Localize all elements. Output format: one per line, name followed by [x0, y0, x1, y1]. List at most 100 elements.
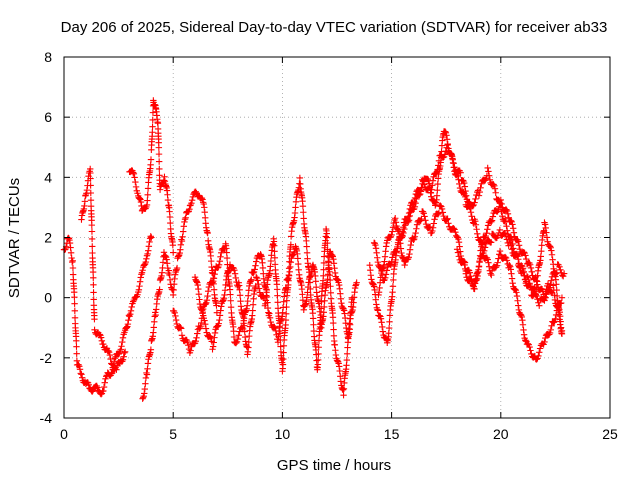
data-point-marker — [235, 332, 242, 339]
data-point-marker — [271, 248, 278, 255]
data-point-marker — [454, 249, 462, 256]
data-point-marker — [434, 180, 441, 188]
data-point-marker — [241, 328, 248, 335]
data-point-marker — [536, 302, 543, 309]
data-point-marker — [492, 264, 500, 271]
data-point-marker — [473, 275, 481, 283]
data-point-marker — [142, 205, 149, 212]
data-point-marker — [527, 347, 534, 354]
data-point-marker — [509, 280, 516, 287]
data-point-marker — [250, 269, 257, 277]
data-point-marker — [292, 204, 299, 211]
data-point-marker — [462, 187, 469, 195]
data-point-marker — [444, 140, 451, 148]
data-point-marker — [546, 329, 554, 337]
data-point-marker — [536, 345, 544, 352]
data-point-marker — [118, 343, 125, 350]
data-point-marker — [198, 194, 206, 202]
data-point-marker — [316, 308, 324, 315]
data-point-marker — [502, 218, 510, 226]
data-point-marker — [416, 191, 423, 199]
data-point-marker — [498, 200, 505, 208]
data-point-marker — [533, 277, 540, 284]
data-point-marker — [267, 257, 275, 265]
data-point-marker — [303, 237, 310, 245]
data-point-marker — [159, 259, 167, 266]
data-point-marker — [392, 215, 399, 222]
data-point-marker — [300, 215, 307, 222]
data-point-marker — [201, 208, 208, 216]
data-point-marker — [330, 260, 338, 267]
data-point-marker — [216, 312, 224, 319]
data-point-marker — [170, 249, 177, 256]
data-point-marker — [560, 270, 568, 277]
data-point-marker — [144, 365, 151, 373]
data-point-marker — [484, 164, 491, 172]
x-tick-label: 25 — [602, 426, 618, 442]
data-point-marker — [164, 196, 172, 204]
data-point-marker — [271, 242, 278, 249]
data-point-marker — [507, 242, 515, 249]
data-point-marker — [205, 283, 213, 291]
data-point-marker — [549, 256, 556, 263]
data-point-marker — [437, 202, 444, 209]
data-point-marker — [285, 265, 293, 272]
data-point-marker — [330, 319, 337, 327]
data-point-marker — [550, 319, 558, 326]
data-point-marker — [77, 370, 84, 377]
data-point-marker — [413, 225, 420, 232]
data-point-marker — [494, 259, 501, 266]
data-point-marker — [69, 264, 77, 272]
data-point-marker — [421, 213, 428, 220]
data-point-marker — [502, 232, 510, 240]
data-point-marker — [210, 275, 218, 282]
data-point-marker — [177, 241, 185, 249]
data-point-marker — [491, 185, 499, 192]
data-point-marker — [317, 305, 325, 312]
data-point-marker — [88, 228, 96, 235]
data-point-marker — [551, 292, 558, 299]
data-point-marker — [277, 343, 284, 350]
data-point-marker — [520, 331, 528, 338]
data-point-marker — [454, 234, 461, 241]
data-point-marker — [496, 247, 504, 255]
data-point-marker — [491, 182, 498, 189]
data-point-marker — [98, 337, 106, 345]
series-track-2 — [78, 165, 129, 374]
data-point-marker — [201, 317, 208, 324]
data-point-marker — [113, 366, 120, 373]
data-point-marker — [442, 128, 449, 135]
data-point-marker — [314, 356, 322, 364]
data-point-marker — [516, 245, 524, 253]
data-point-marker — [472, 218, 479, 225]
data-point-marker — [533, 283, 540, 291]
data-point-marker — [334, 276, 341, 283]
data-point-marker — [218, 249, 225, 256]
data-point-marker — [156, 186, 164, 193]
data-point-marker — [127, 310, 134, 318]
data-point-marker — [552, 315, 559, 322]
data-point-marker — [504, 210, 512, 218]
data-point-marker — [496, 226, 504, 234]
data-point-marker — [100, 387, 107, 395]
data-point-marker — [543, 234, 551, 241]
chart-title: Day 206 of 2025, Sidereal Day-to-day VTE… — [61, 19, 608, 36]
data-point-marker — [509, 225, 517, 232]
data-point-marker — [135, 286, 143, 294]
data-point-marker — [143, 255, 150, 262]
data-point-marker — [267, 263, 274, 270]
data-point-marker — [439, 209, 447, 216]
data-point-marker — [61, 246, 68, 253]
data-point-marker — [255, 280, 262, 288]
data-point-marker — [524, 340, 532, 347]
data-point-marker — [320, 266, 327, 273]
data-point-marker — [490, 181, 497, 188]
data-point-marker — [271, 323, 278, 331]
data-point-marker — [303, 249, 311, 257]
data-point-marker — [497, 196, 504, 204]
data-point-marker — [437, 154, 445, 161]
data-point-marker — [324, 246, 331, 253]
data-point-marker — [340, 385, 348, 393]
